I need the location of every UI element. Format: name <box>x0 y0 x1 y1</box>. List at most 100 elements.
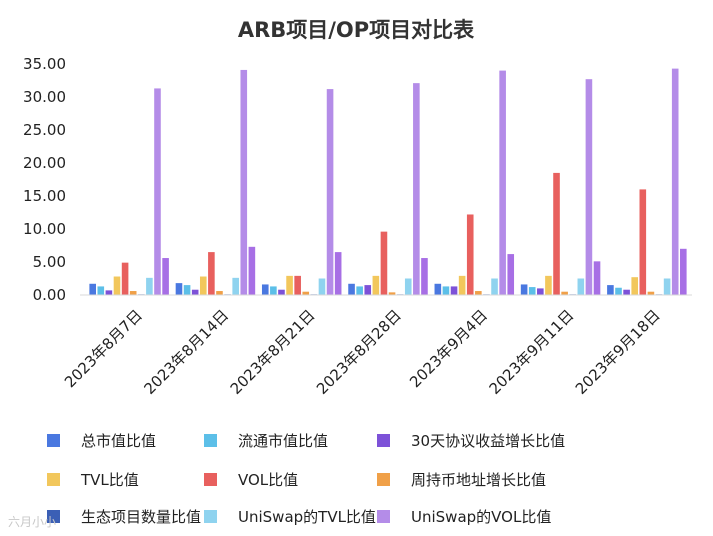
legend-swatch <box>204 510 217 523</box>
bar <box>183 285 191 295</box>
y-tick-label: 20.00 <box>23 154 66 172</box>
bar <box>372 275 380 295</box>
bar <box>442 286 450 295</box>
y-tick-label: 25.00 <box>23 121 66 139</box>
bar <box>380 231 388 295</box>
bar <box>240 69 248 295</box>
legend-swatch <box>47 510 60 523</box>
y-axis-tick-labels: 0.00 5.00 10.00 15.00 20.00 25.00 30.00 35.00 <box>23 55 66 304</box>
bar <box>286 275 293 295</box>
bar <box>270 286 277 295</box>
chart-title: ARB项目/OP项目对比表 <box>238 18 475 42</box>
bar <box>318 278 326 295</box>
bar <box>294 275 301 295</box>
bar <box>326 89 334 295</box>
bar <box>261 284 269 295</box>
bar <box>528 287 536 295</box>
bar <box>434 283 442 295</box>
bar <box>113 276 121 295</box>
bar <box>639 189 647 295</box>
legend-swatch <box>47 473 60 486</box>
y-tick-label: 30.00 <box>23 88 66 106</box>
bar <box>105 290 113 295</box>
bar <box>450 286 458 295</box>
x-tick-label: 2023年8月28日 <box>313 306 405 398</box>
y-tick-label: 15.00 <box>23 187 66 205</box>
bar <box>278 289 285 295</box>
bar <box>671 68 679 296</box>
x-tick-label: 2023年8月7日 <box>61 306 146 391</box>
x-tick-label: 2023年8月14日 <box>140 306 232 398</box>
legend-label: 30天协议收益增长比值 <box>411 432 565 450</box>
x-tick-label: 2023年9月4日 <box>406 306 491 391</box>
bar <box>162 258 169 295</box>
bar <box>356 286 363 295</box>
x-tick-label: 2023年9月11日 <box>486 306 578 398</box>
bar <box>680 248 687 295</box>
bar <box>154 88 161 295</box>
bar-group <box>89 68 687 296</box>
watermark-text: 六月小小 <box>8 515 56 529</box>
legend-label: 总市值比值 <box>81 432 156 450</box>
bar <box>537 288 544 295</box>
bar <box>191 289 199 295</box>
bar <box>499 70 506 295</box>
bar <box>577 278 585 295</box>
legend-label: 生态项目数量比值 <box>81 508 201 526</box>
legend-label: VOL比值 <box>238 471 298 489</box>
legend-swatch <box>377 434 390 447</box>
bar <box>631 277 639 295</box>
x-tick-label: 2023年8月21日 <box>227 306 319 398</box>
y-tick-label: 5.00 <box>33 253 66 271</box>
legend-swatch <box>204 473 217 486</box>
legend-label: TVL比值 <box>80 471 139 489</box>
bar <box>491 278 498 295</box>
bar <box>89 283 96 295</box>
legend-swatch <box>377 510 390 523</box>
bar <box>585 79 593 296</box>
bar <box>364 285 372 295</box>
bar <box>545 275 552 295</box>
bar <box>199 276 207 295</box>
bar <box>615 287 622 295</box>
bar <box>248 246 256 295</box>
bar <box>348 283 355 295</box>
bar <box>607 285 614 295</box>
legend-label: UniSwap的VOL比值 <box>411 508 551 526</box>
bar <box>216 291 223 295</box>
bar <box>561 291 568 295</box>
bar <box>208 252 215 295</box>
legend-swatch <box>204 434 217 447</box>
bar <box>647 291 655 295</box>
bar <box>413 83 420 295</box>
legend-label: 流通市值比值 <box>238 432 328 450</box>
bar <box>553 172 560 295</box>
bar <box>175 283 183 295</box>
y-tick-label: 10.00 <box>23 220 66 238</box>
bar <box>458 275 466 295</box>
y-tick-label: 0.00 <box>33 286 66 304</box>
y-tick-label: 35.00 <box>23 55 66 73</box>
legend: 总市值比值 流通市值比值 30天协议收益增长比值 TVL比值 VOL比值 周持币地址增长比… <box>47 432 565 526</box>
bar <box>97 286 105 295</box>
bar <box>302 291 310 295</box>
bar <box>475 291 482 295</box>
legend-label: UniSwap的TVL比值 <box>238 508 376 526</box>
bar <box>388 292 396 295</box>
bar <box>663 278 671 295</box>
bar <box>129 291 137 295</box>
legend-swatch <box>47 434 60 447</box>
bar <box>404 278 412 295</box>
bar <box>507 254 515 295</box>
bar <box>146 277 153 295</box>
bar <box>593 261 601 295</box>
legend-label: 周持币地址增长比值 <box>411 471 546 489</box>
bar <box>421 258 428 295</box>
bar <box>232 277 239 295</box>
x-tick-label: 2023年9月18日 <box>572 306 664 398</box>
bar <box>623 289 630 295</box>
bar <box>334 252 342 295</box>
bar <box>121 262 129 295</box>
